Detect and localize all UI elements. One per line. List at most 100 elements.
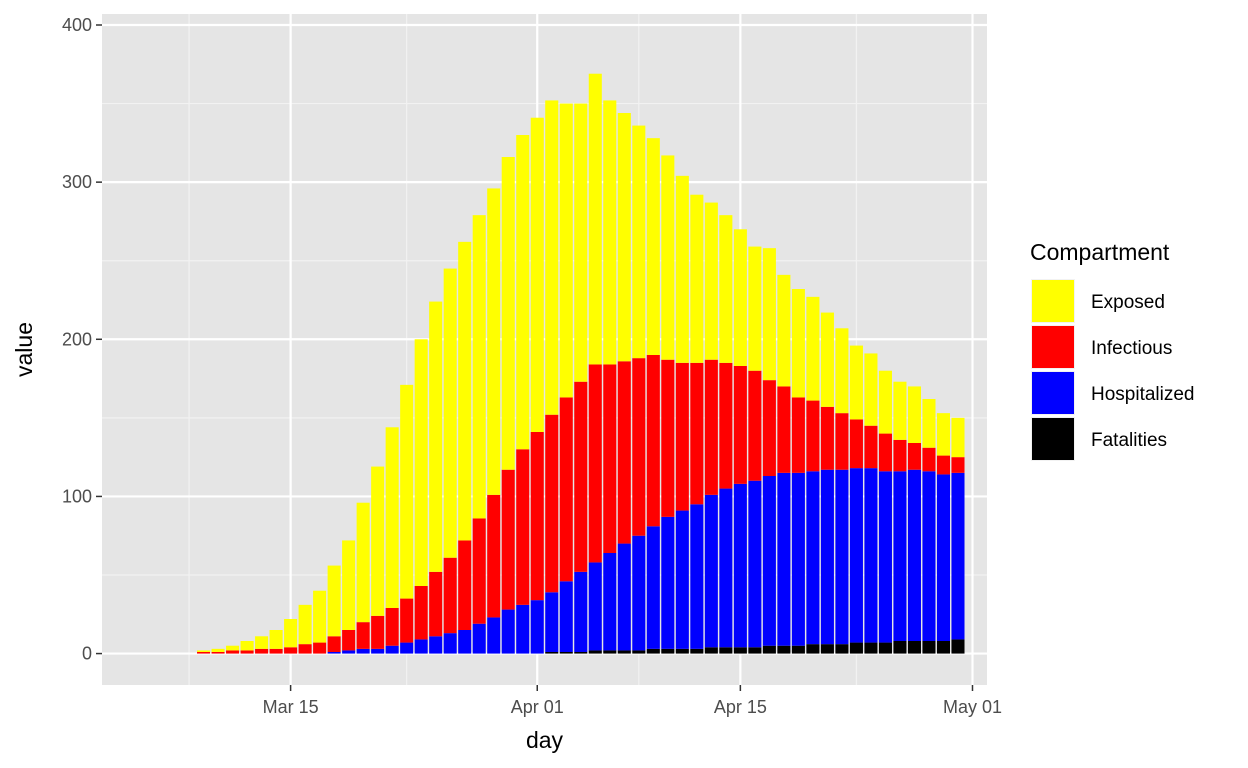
bar-fatalities-2020-04-23 <box>849 642 863 654</box>
bar-exposed-2020-04-07 <box>617 113 631 362</box>
legend-swatch-infectious <box>1032 326 1074 368</box>
bar-infectious-2020-04-02 <box>545 414 559 593</box>
bar-infectious-2020-04-30 <box>951 457 965 473</box>
bar-exposed-2020-03-21 <box>371 466 385 616</box>
bar-hospitalized-2020-04-27 <box>907 469 921 641</box>
bar-infectious-2020-03-29 <box>487 494 501 618</box>
bar-infectious-2020-04-23 <box>849 419 863 469</box>
bar-exposed-2020-04-04 <box>574 103 588 382</box>
bar-infectious-2020-04-14 <box>719 362 733 489</box>
y-tick-label: 0 <box>82 644 92 664</box>
bar-hospitalized-2020-03-22 <box>385 645 399 654</box>
bar-hospitalized-2020-03-20 <box>356 648 370 654</box>
bar-fatalities-2020-04-06 <box>603 650 617 654</box>
bar-hospitalized-2020-03-28 <box>472 623 486 654</box>
bar-infectious-2020-04-28 <box>922 447 936 472</box>
y-tick-label: 400 <box>62 15 92 35</box>
bar-exposed-2020-04-20 <box>806 296 820 401</box>
bar-infectious-2020-04-20 <box>806 400 820 472</box>
bar-infectious-2020-03-22 <box>385 608 399 646</box>
bar-infectious-2020-03-27 <box>458 540 472 630</box>
bar-infectious-2020-03-31 <box>516 449 530 605</box>
bar-fatalities-2020-04-30 <box>951 639 965 654</box>
bar-hospitalized-2020-04-09 <box>646 526 660 649</box>
legend-swatch-exposed <box>1032 280 1074 322</box>
bar-infectious-2020-04-06 <box>603 364 617 553</box>
bar-hospitalized-2020-04-19 <box>791 472 805 646</box>
bar-exposed-2020-04-21 <box>820 312 834 407</box>
bar-exposed-2020-04-09 <box>646 138 660 355</box>
bar-infectious-2020-03-15 <box>284 647 298 654</box>
bar-infectious-2020-03-26 <box>443 557 457 634</box>
bar-infectious-2020-03-24 <box>414 586 428 640</box>
bar-hospitalized-2020-03-25 <box>429 636 443 654</box>
bar-exposed-2020-03-31 <box>516 135 530 450</box>
bar-infectious-2020-03-10 <box>211 652 225 654</box>
bar-fatalities-2020-04-13 <box>704 647 718 654</box>
bar-exposed-2020-04-24 <box>864 353 878 426</box>
legend-label-fatalities: Fatalities <box>1091 430 1167 451</box>
bar-hospitalized-2020-03-24 <box>414 639 428 654</box>
bar-exposed-2020-03-12 <box>240 641 254 651</box>
bar-hospitalized-2020-04-13 <box>704 494 718 648</box>
bar-infectious-2020-04-11 <box>675 362 689 511</box>
bar-fatalities-2020-04-14 <box>719 647 733 654</box>
bar-exposed-2020-04-08 <box>632 125 646 359</box>
bar-hospitalized-2020-04-16 <box>748 480 762 648</box>
bar-infectious-2020-04-08 <box>632 358 646 536</box>
bar-exposed-2020-03-13 <box>255 636 269 649</box>
bar-fatalities-2020-04-20 <box>806 644 820 654</box>
bar-hospitalized-2020-04-14 <box>719 488 733 648</box>
bar-infectious-2020-03-16 <box>298 644 312 654</box>
bar-infectious-2020-03-14 <box>269 648 283 654</box>
bar-exposed-2020-03-24 <box>414 339 428 586</box>
bar-fatalities-2020-04-04 <box>574 652 588 654</box>
bar-infectious-2020-04-21 <box>820 406 834 470</box>
bar-hospitalized-2020-04-06 <box>603 553 617 651</box>
bar-fatalities-2020-04-21 <box>820 644 834 654</box>
bar-exposed-2020-03-22 <box>385 427 399 608</box>
bar-fatalities-2020-04-26 <box>893 641 907 654</box>
bar-exposed-2020-03-17 <box>313 590 327 643</box>
bar-exposed-2020-03-26 <box>443 268 457 558</box>
bar-hospitalized-2020-04-04 <box>574 571 588 652</box>
bar-fatalities-2020-04-28 <box>922 641 936 654</box>
bar-exposed-2020-04-28 <box>922 399 936 448</box>
bar-hospitalized-2020-03-29 <box>487 617 501 654</box>
bar-infectious-2020-03-20 <box>356 622 370 649</box>
bar-infectious-2020-04-15 <box>733 366 747 484</box>
bar-fatalities-2020-04-22 <box>835 644 849 654</box>
bar-exposed-2020-04-30 <box>951 417 965 458</box>
bar-exposed-2020-03-16 <box>298 604 312 645</box>
y-tick-label: 200 <box>62 329 92 349</box>
bar-infectious-2020-04-13 <box>704 359 718 495</box>
bar-infectious-2020-03-19 <box>342 630 356 651</box>
bar-hospitalized-2020-04-12 <box>690 504 704 649</box>
bar-fatalities-2020-04-11 <box>675 648 689 654</box>
bar-hospitalized-2020-04-26 <box>893 471 907 641</box>
x-axis-title: day <box>526 727 564 753</box>
y-tick-label: 300 <box>62 172 92 192</box>
legend: Compartment Exposed Infectious Hospitalize… <box>1030 239 1195 461</box>
bar-fatalities-2020-04-07 <box>617 650 631 654</box>
bar-exposed-2020-03-29 <box>487 188 501 495</box>
bar-infectious-2020-03-17 <box>313 642 327 654</box>
bar-infectious-2020-04-24 <box>864 425 878 469</box>
bar-infectious-2020-04-26 <box>893 439 907 472</box>
bar-exposed-2020-04-11 <box>675 175 689 363</box>
bar-hospitalized-2020-04-02 <box>545 592 559 652</box>
bar-hospitalized-2020-03-31 <box>516 604 530 654</box>
bar-fatalities-2020-04-19 <box>791 645 805 654</box>
bar-fatalities-2020-04-24 <box>864 642 878 654</box>
bar-exposed-2020-03-15 <box>284 619 298 648</box>
bar-infectious-2020-04-17 <box>762 380 776 476</box>
bar-hospitalized-2020-04-28 <box>922 471 936 641</box>
bar-exposed-2020-03-27 <box>458 241 472 541</box>
bar-hospitalized-2020-04-22 <box>835 469 849 645</box>
bar-hospitalized-2020-04-01 <box>530 600 544 654</box>
x-tick-label: May 01 <box>943 697 1002 717</box>
legend-swatch-fatalities <box>1032 418 1074 460</box>
bar-exposed-2020-03-20 <box>356 502 370 623</box>
bar-infectious-2020-03-11 <box>226 650 240 654</box>
bar-infectious-2020-04-07 <box>617 361 631 544</box>
